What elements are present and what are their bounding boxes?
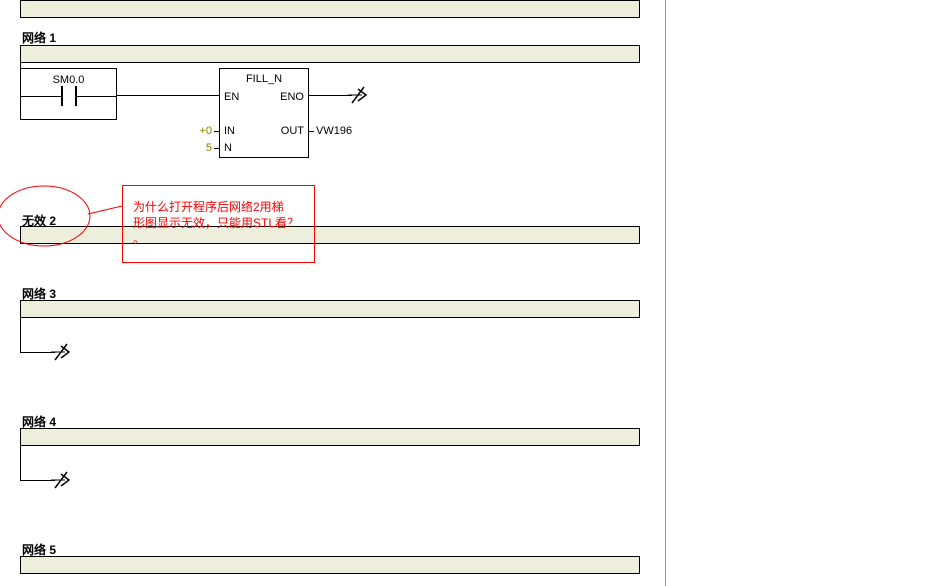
header-bar [20, 0, 640, 18]
annotation-box: 为什么打开程序后网络2用梯 形图显示无效，只能用STL看？ 。 [122, 185, 315, 263]
network-4-wire [20, 480, 55, 481]
contact-stub-right [77, 96, 88, 97]
fb-out-label: OUT [281, 125, 304, 137]
fb-n-label: N [224, 142, 232, 154]
annotation-line-1: 为什么打开程序后网络2用梯 [133, 200, 284, 214]
annotation-line-3: 。 [133, 232, 145, 246]
eno-wire [309, 95, 352, 96]
network-4-end-arrow-icon [51, 468, 75, 492]
eno-not-arrow-icon [348, 83, 372, 107]
fb-n-value: 5 [188, 142, 212, 154]
contact-stub-left [49, 96, 61, 97]
wire-contact-to-fb [117, 95, 219, 96]
network-5-bar[interactable] [20, 556, 640, 574]
network-3-bar[interactable] [20, 300, 640, 318]
contact-wire-left [21, 96, 49, 97]
contact-wire-right [88, 96, 116, 97]
fb-en-label: EN [224, 91, 239, 103]
network-3-wire [20, 352, 55, 353]
fb-out-value: VW196 [316, 125, 352, 137]
network-1-bar[interactable] [20, 45, 640, 63]
contact-sm00[interactable]: SM0.0 [20, 68, 117, 120]
annotation-line-2: 形图显示无效，只能用STL看？ [133, 216, 299, 230]
ladder-editor-canvas: 网络 1 SM0.0 FILL_N EN ENO IN OUT N +0 5 V… [0, 0, 932, 586]
fb-fill-n[interactable]: FILL_N EN ENO IN OUT N [219, 68, 309, 158]
contact-bar-left [61, 86, 63, 106]
fb-in-stub [214, 131, 219, 132]
network-4-rail [20, 446, 21, 480]
right-divider [665, 0, 666, 586]
network-3-rail [20, 318, 21, 352]
fb-eno-label: ENO [280, 91, 304, 103]
fb-title: FILL_N [220, 73, 308, 85]
network-4-bar[interactable] [20, 428, 640, 446]
fb-out-stub [309, 131, 314, 132]
network-2-bar[interactable] [20, 226, 640, 244]
annotation-ellipse-icon [0, 184, 94, 248]
annotation-connector-icon [86, 200, 126, 220]
network-3-end-arrow-icon [51, 340, 75, 364]
network-1-label: 网络 1 [22, 29, 56, 46]
fb-n-stub [214, 148, 219, 149]
fb-in-label: IN [224, 125, 235, 137]
contact-label: SM0.0 [21, 74, 116, 86]
fb-in-value: +0 [188, 125, 212, 137]
